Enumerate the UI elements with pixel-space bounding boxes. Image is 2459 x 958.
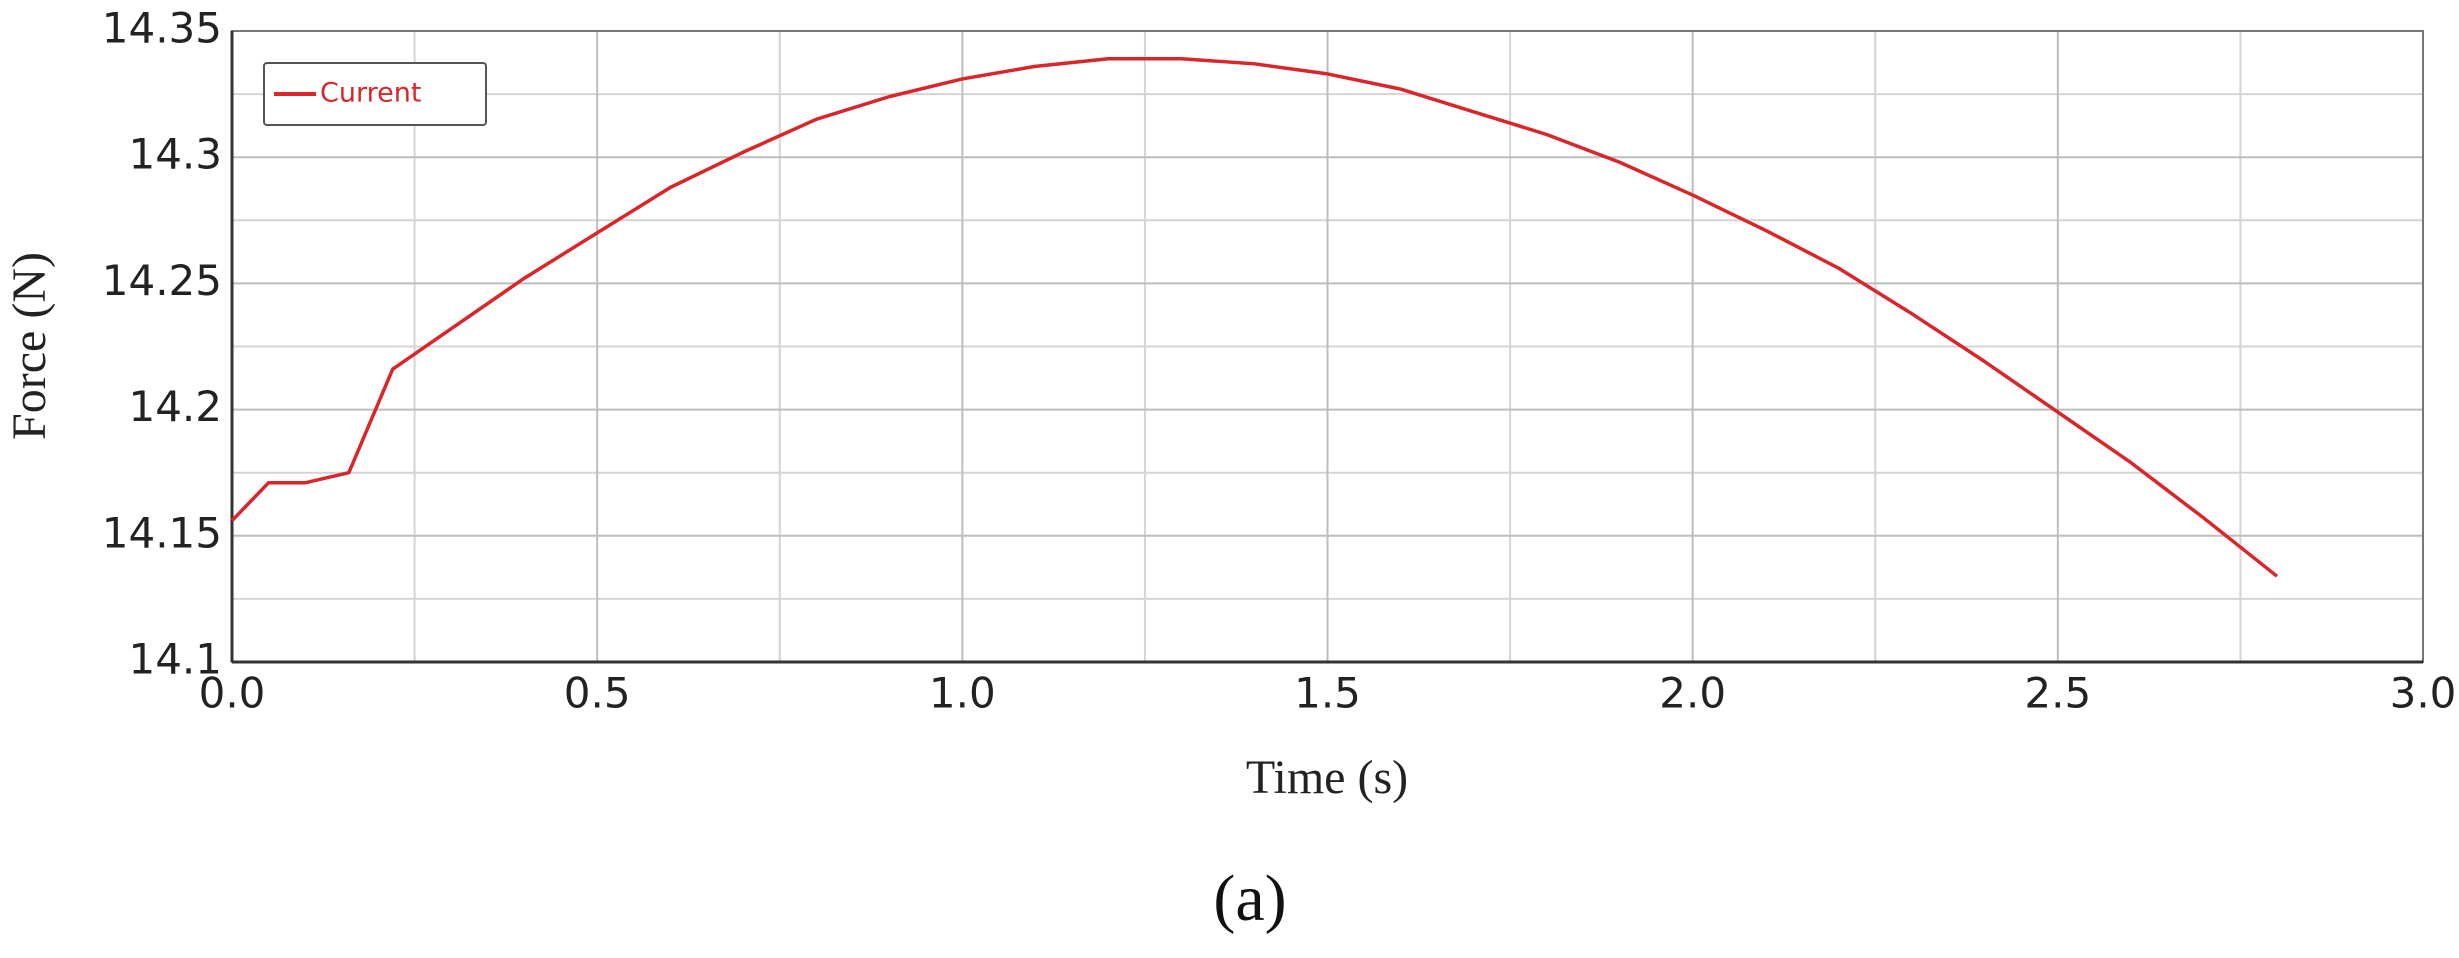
- y-tick-label: 14.2: [128, 382, 222, 431]
- x-tick-label: 3.0: [2390, 669, 2457, 718]
- y-axis-label: Force (N): [3, 252, 56, 440]
- legend-box: [263, 62, 487, 126]
- legend: Current: [263, 62, 487, 126]
- y-tick-label: 14.25: [102, 256, 222, 305]
- x-tick-label: 1.5: [1294, 669, 1361, 718]
- legend-label: Current: [320, 78, 421, 109]
- data-line: [230, 57, 2279, 578]
- x-tick-label: 1.0: [929, 669, 996, 718]
- x-tick-label: 2.0: [1659, 669, 1726, 718]
- x-tick-label: 0.0: [199, 669, 266, 718]
- x-tick-label: 2.5: [2024, 669, 2091, 718]
- y-tick-label: 14.15: [102, 508, 222, 557]
- caption: (a): [1213, 862, 1286, 935]
- y-tick-label: 14.1: [128, 635, 222, 684]
- x-axis-label: Time (s): [1246, 751, 1408, 804]
- y-tick-label: 14.35: [102, 4, 222, 53]
- y-tick-label: 14.3: [128, 130, 222, 179]
- x-tick-label: 0.5: [564, 669, 631, 718]
